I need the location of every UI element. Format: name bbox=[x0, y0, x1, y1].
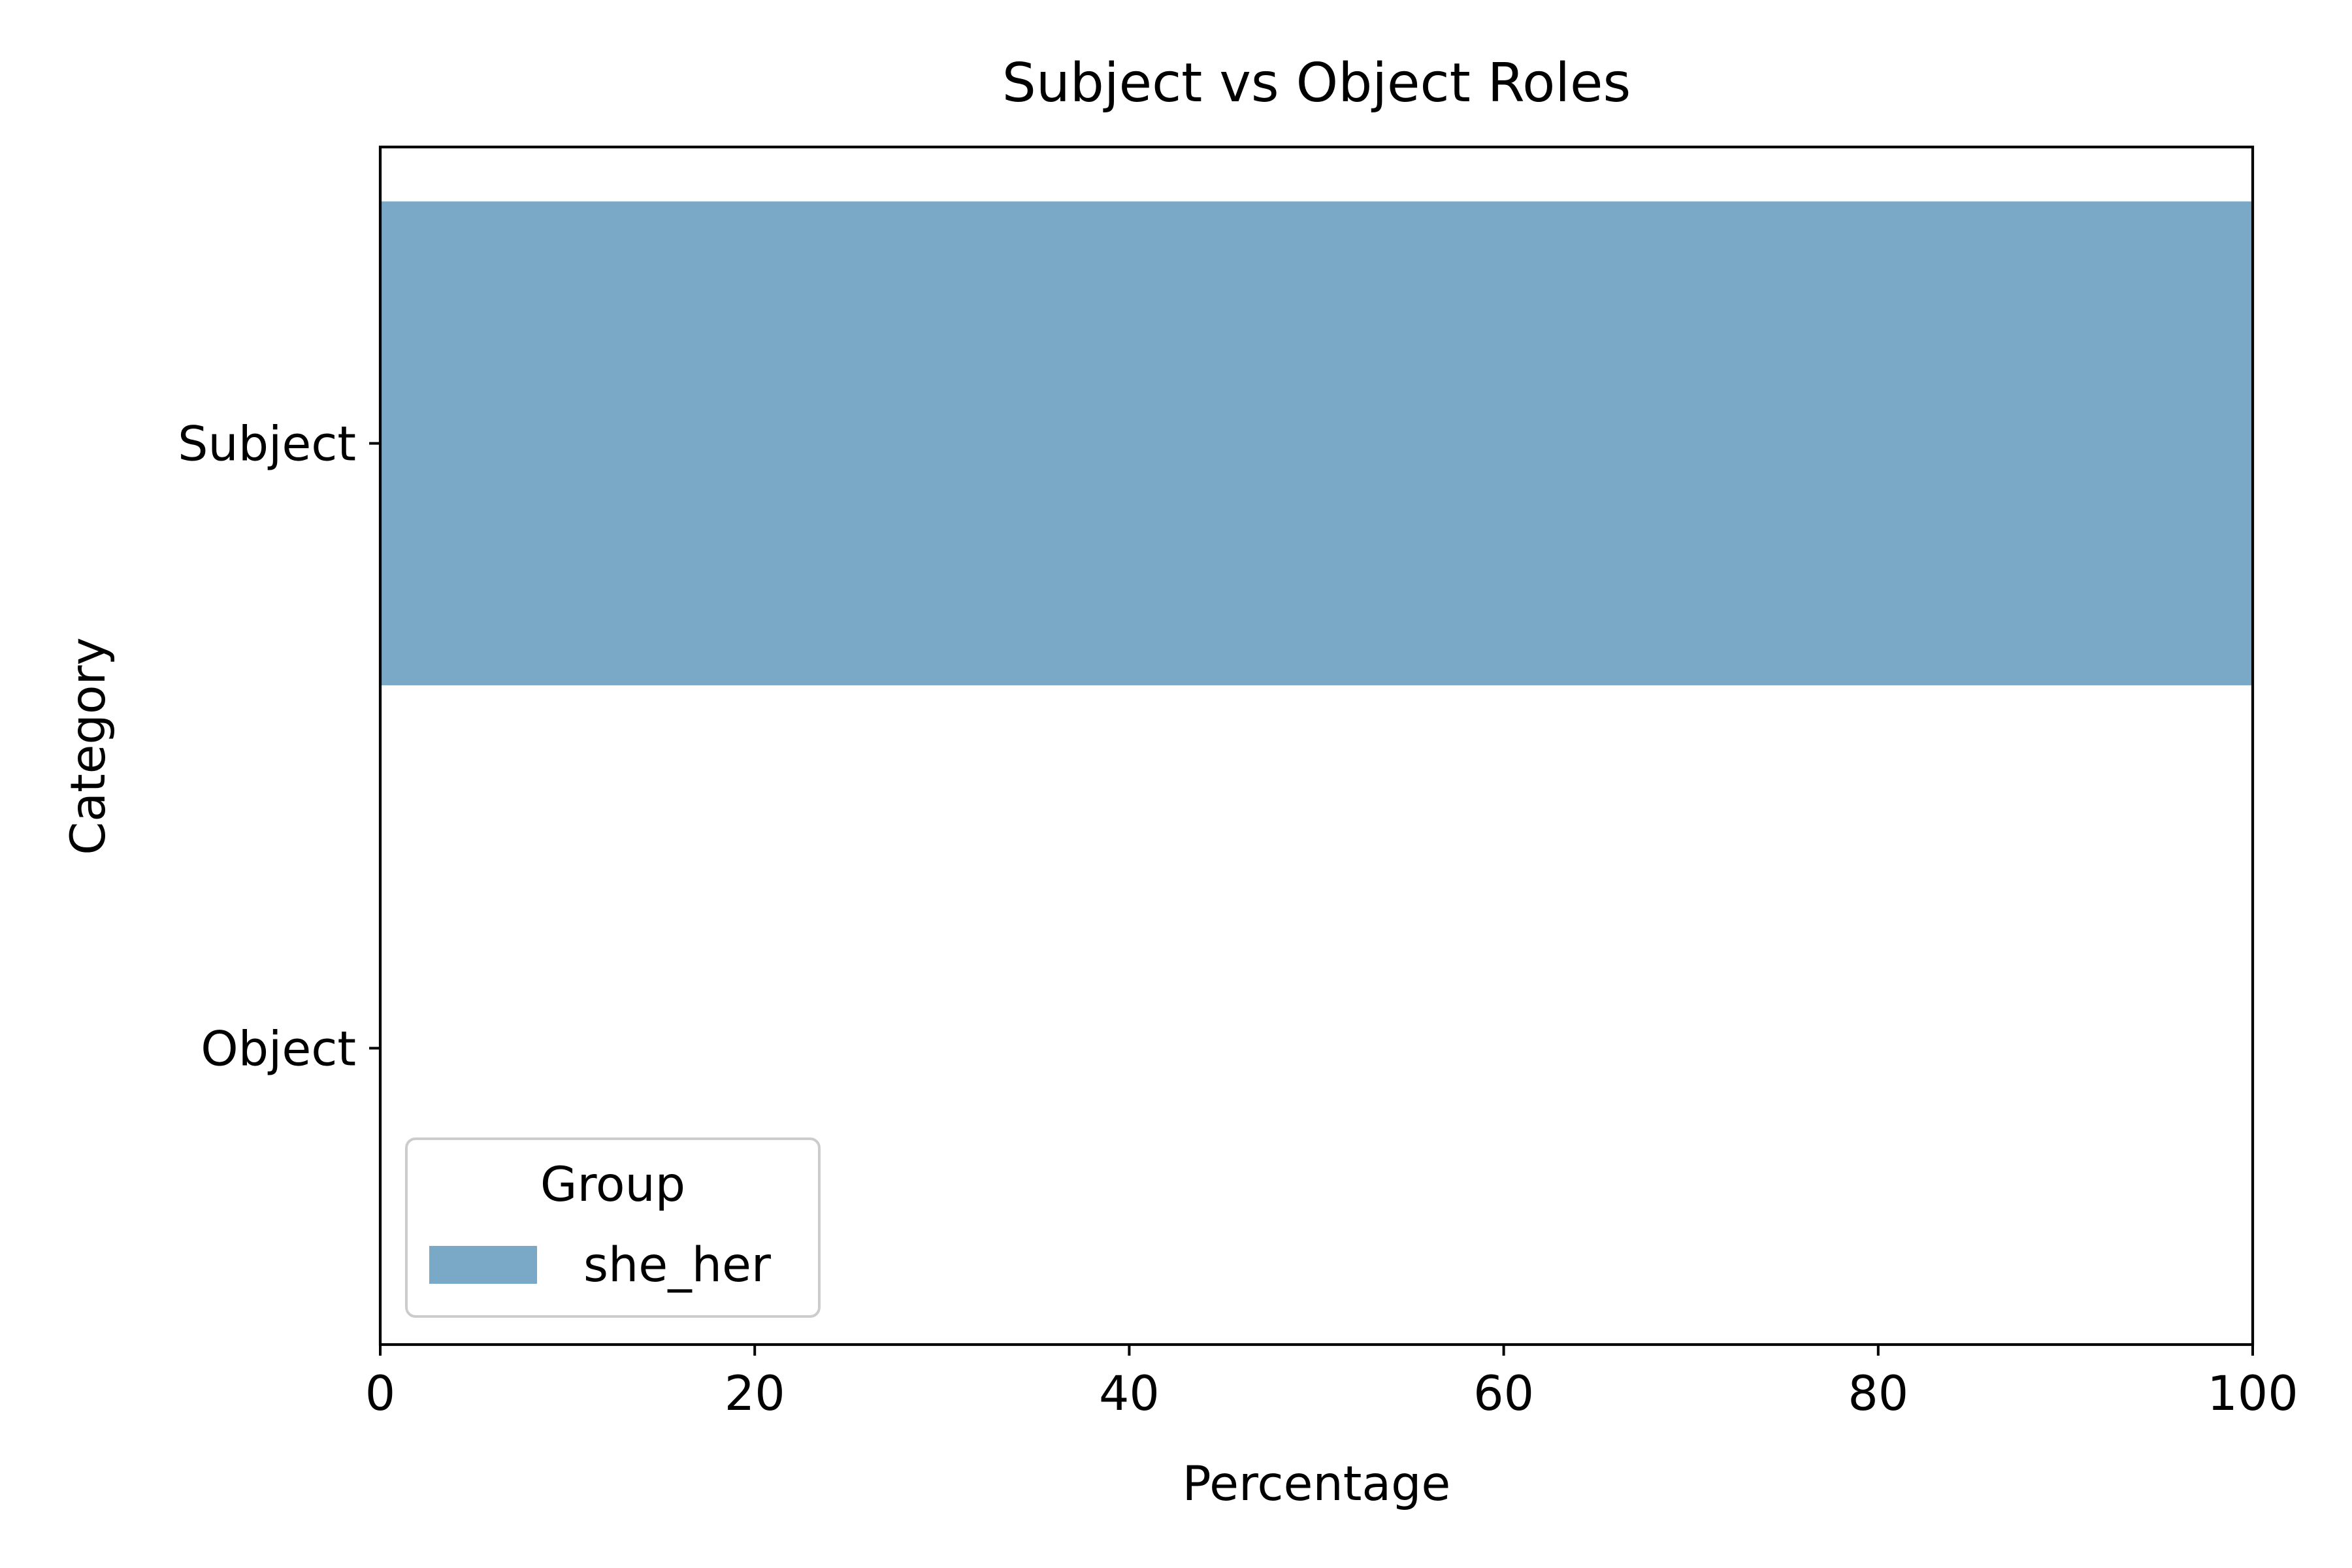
x-axis-label: Percentage bbox=[1183, 1456, 1451, 1512]
x-tick-label-100: 100 bbox=[2207, 1366, 2298, 1422]
chart-title: Subject vs Object Roles bbox=[1002, 52, 1631, 114]
x-tick-label-0: 0 bbox=[365, 1366, 395, 1422]
y-axis-label: Category bbox=[61, 637, 116, 855]
y-axis: Subject Object bbox=[178, 417, 380, 1077]
x-tick-label-20: 20 bbox=[725, 1366, 785, 1422]
bar-she-her-subject bbox=[380, 201, 2253, 685]
x-tick-label-40: 40 bbox=[1099, 1366, 1160, 1422]
x-tick-label-60: 60 bbox=[1473, 1366, 1534, 1422]
x-tick-label-80: 80 bbox=[1848, 1366, 1908, 1422]
legend: Group she_her bbox=[405, 1137, 821, 1318]
bar-group bbox=[380, 201, 2253, 685]
legend-label-she-her: she_her bbox=[583, 1237, 772, 1293]
plot-frame bbox=[378, 145, 2255, 1347]
legend-swatch-she-her bbox=[429, 1246, 537, 1284]
y-tick-label-subject: Subject bbox=[178, 417, 356, 472]
x-axis: 0 20 40 60 80 100 bbox=[365, 1345, 2298, 1422]
y-tick-label-object: Object bbox=[201, 1021, 356, 1077]
legend-title: Group bbox=[540, 1157, 685, 1213]
